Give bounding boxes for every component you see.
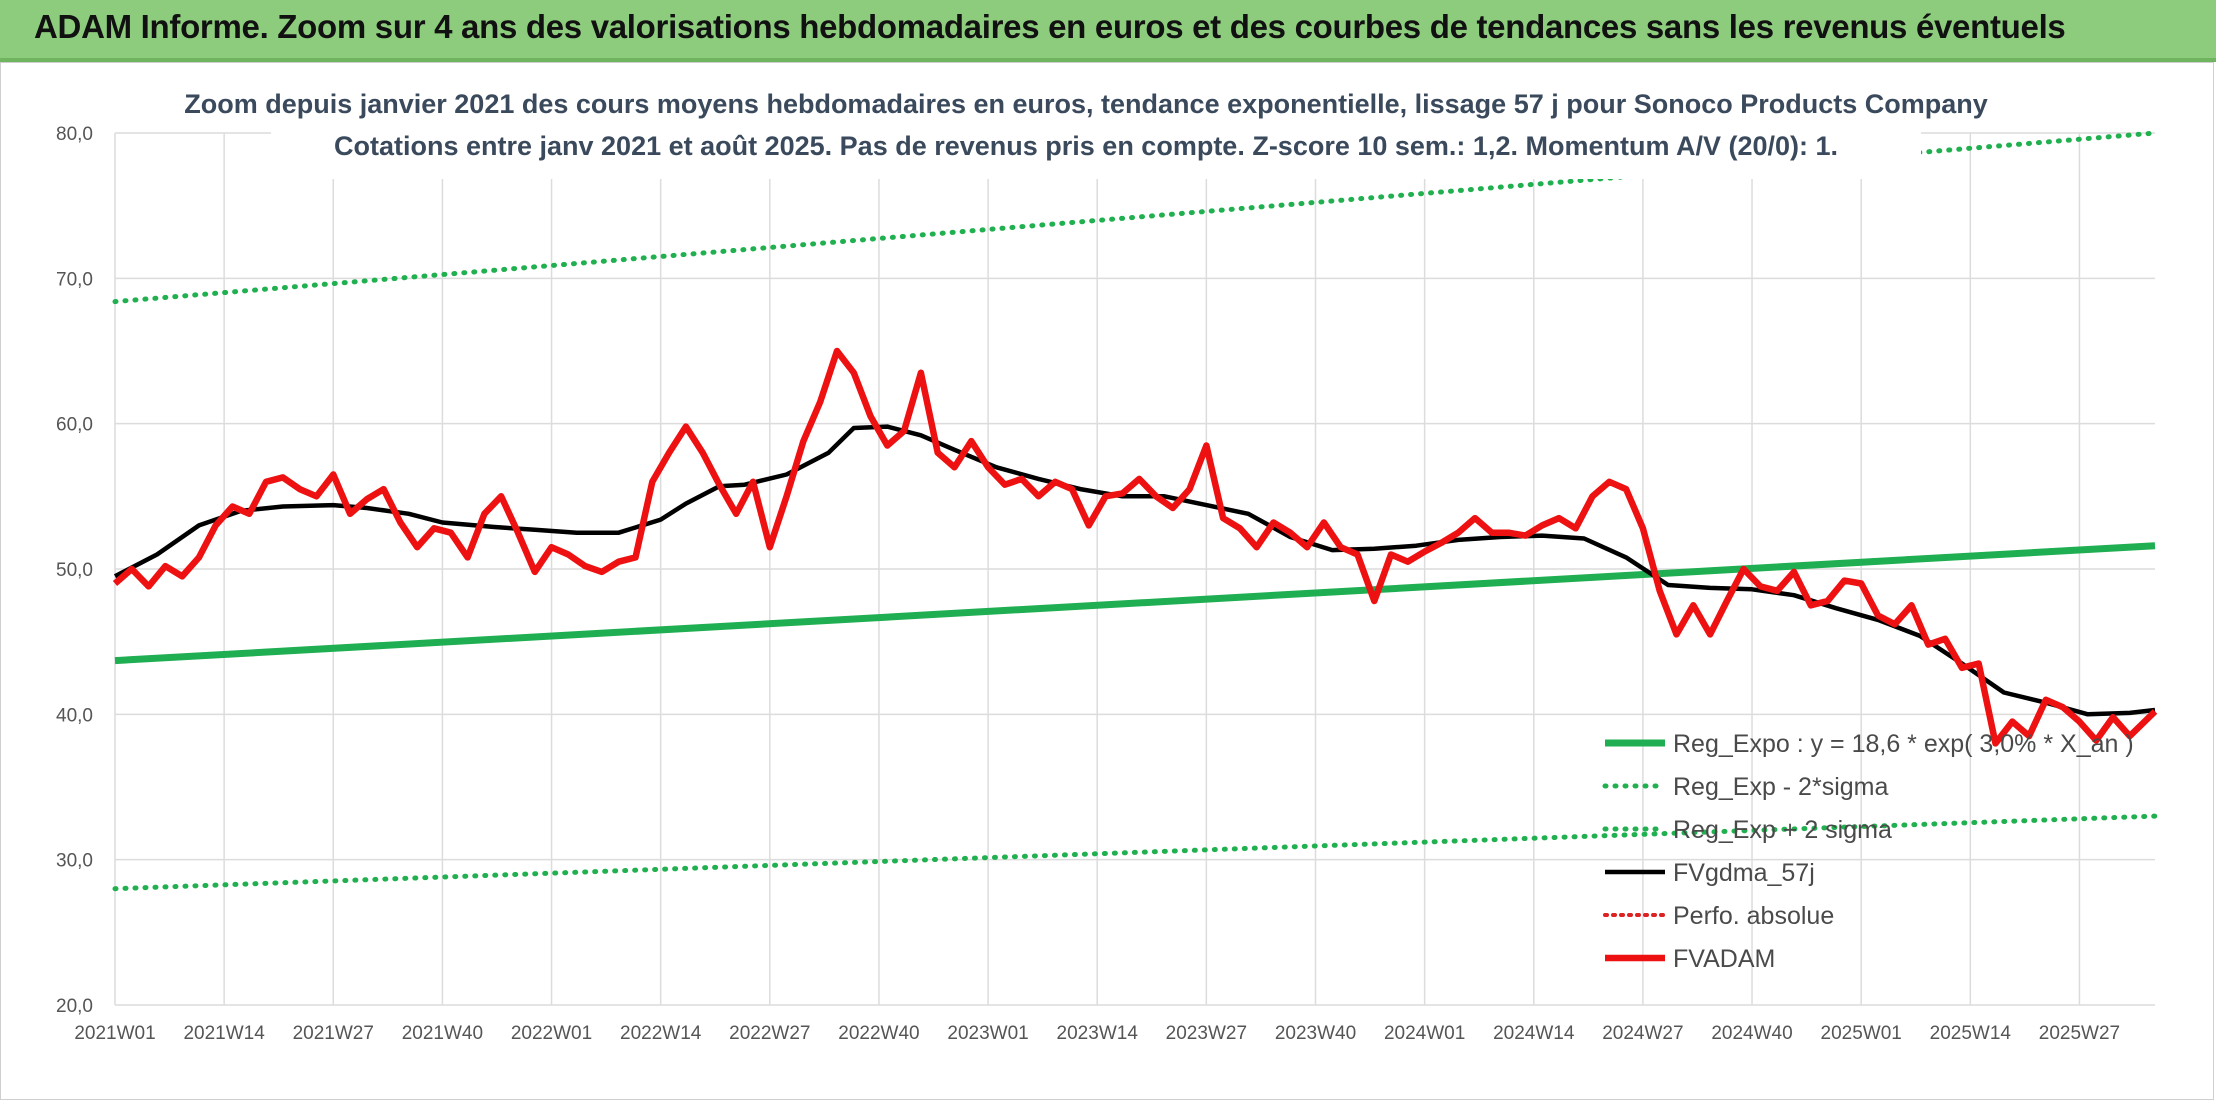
x-tick-label: 2025W27 <box>2039 1023 2120 1044</box>
y-axis: 20,0 30,0 40,0 50,0 60,0 70,0 80,0 <box>56 124 93 1017</box>
x-tick-label: 2024W14 <box>1493 1023 1575 1044</box>
y-tick-label: 50,0 <box>56 560 93 581</box>
x-tick-label: 2021W40 <box>402 1023 483 1044</box>
x-tick-label: 2025W14 <box>1930 1023 2012 1044</box>
x-axis: 2021W01 2021W14 2021W27 2021W40 2022W01 2022W… <box>74 1023 2120 1044</box>
x-tick-label: 2022W01 <box>511 1023 592 1044</box>
y-tick-label: 40,0 <box>56 705 93 726</box>
reg-exp-minus-2sigma-line <box>112 813 2158 892</box>
x-tick-label: 2023W27 <box>1166 1023 1247 1044</box>
x-tick-label: 2024W01 <box>1384 1023 1465 1044</box>
banner: ADAM Informe. Zoom sur 4 ans des valoris… <box>0 0 2216 62</box>
y-tick-label: 30,0 <box>56 851 93 872</box>
y-tick-label: 20,0 <box>56 996 93 1017</box>
x-tick-label: 2023W01 <box>947 1023 1028 1044</box>
legend-label: FVgdma_57j <box>1673 859 1815 887</box>
fvadam-line <box>112 347 2158 747</box>
y-tick-label: 80,0 <box>56 124 93 145</box>
y-tick-label: 70,0 <box>56 269 93 290</box>
x-tick-label: 2022W14 <box>620 1023 702 1044</box>
legend-label: Reg_Exp - 2*sigma <box>1673 773 1888 801</box>
x-tick-label: 2022W27 <box>729 1023 810 1044</box>
y-tick-label: 60,0 <box>56 415 93 436</box>
chart-title-line-1: Zoom depuis janvier 2021 des cours moyen… <box>184 89 1988 119</box>
x-tick-label: 2022W40 <box>838 1023 919 1044</box>
x-tick-label: 2024W27 <box>1602 1023 1683 1044</box>
legend-label: Perfo. absolue <box>1673 902 1834 930</box>
x-tick-label: 2025W01 <box>1821 1023 1902 1044</box>
chart: 20,030,040,050,060,070,080,0 2021W01 2021… <box>56 83 2158 1044</box>
x-tick-label: 2024W40 <box>1711 1023 1792 1044</box>
x-tick-label: 2023W14 <box>1057 1023 1139 1044</box>
x-tick-label: 2021W01 <box>74 1023 155 1044</box>
x-tick-label: 2023W40 <box>1275 1023 1356 1044</box>
reg-expo-line <box>114 542 2156 665</box>
fvgdma-57j-line <box>113 424 2156 717</box>
title-background <box>271 83 1921 179</box>
legend-label: Reg_Expo : y = 18,6 * exp( 3,0% * X_an ) <box>1673 730 2134 758</box>
x-tick-label: 2021W27 <box>293 1023 374 1044</box>
x-tick-label: 2021W14 <box>183 1023 265 1044</box>
legend: Reg_Expo : y = 18,6 * exp( 3,0% * X_an )… <box>1602 730 2134 973</box>
legend-label: Reg_Exp + 2 sigma <box>1673 816 1892 844</box>
reg-exp-plus-2sigma-line <box>112 130 2158 305</box>
banner-title: ADAM Informe. Zoom sur 4 ans des valoris… <box>34 8 2066 45</box>
chart-frame: 20,0 30,0 40,0 50,0 60,0 70,0 80,0 2021W01 2021… <box>0 62 2214 1100</box>
legend-label: FVADAM <box>1673 945 1775 973</box>
chart-title-line-2: Cotations entre janv 2021 et août 2025. … <box>334 131 1838 161</box>
series-group <box>112 130 2158 892</box>
grid <box>114 132 2155 1006</box>
